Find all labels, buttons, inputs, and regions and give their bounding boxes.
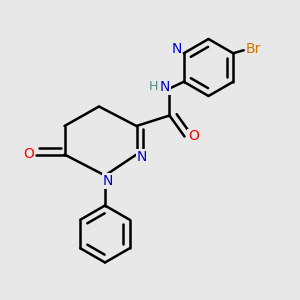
Text: N: N (160, 80, 170, 94)
Text: H: H (148, 80, 158, 94)
Text: N: N (171, 42, 181, 56)
Text: Br: Br (246, 42, 261, 56)
Text: N: N (102, 174, 112, 188)
Text: N: N (137, 150, 147, 164)
Text: O: O (23, 148, 34, 161)
Text: O: O (188, 130, 199, 143)
